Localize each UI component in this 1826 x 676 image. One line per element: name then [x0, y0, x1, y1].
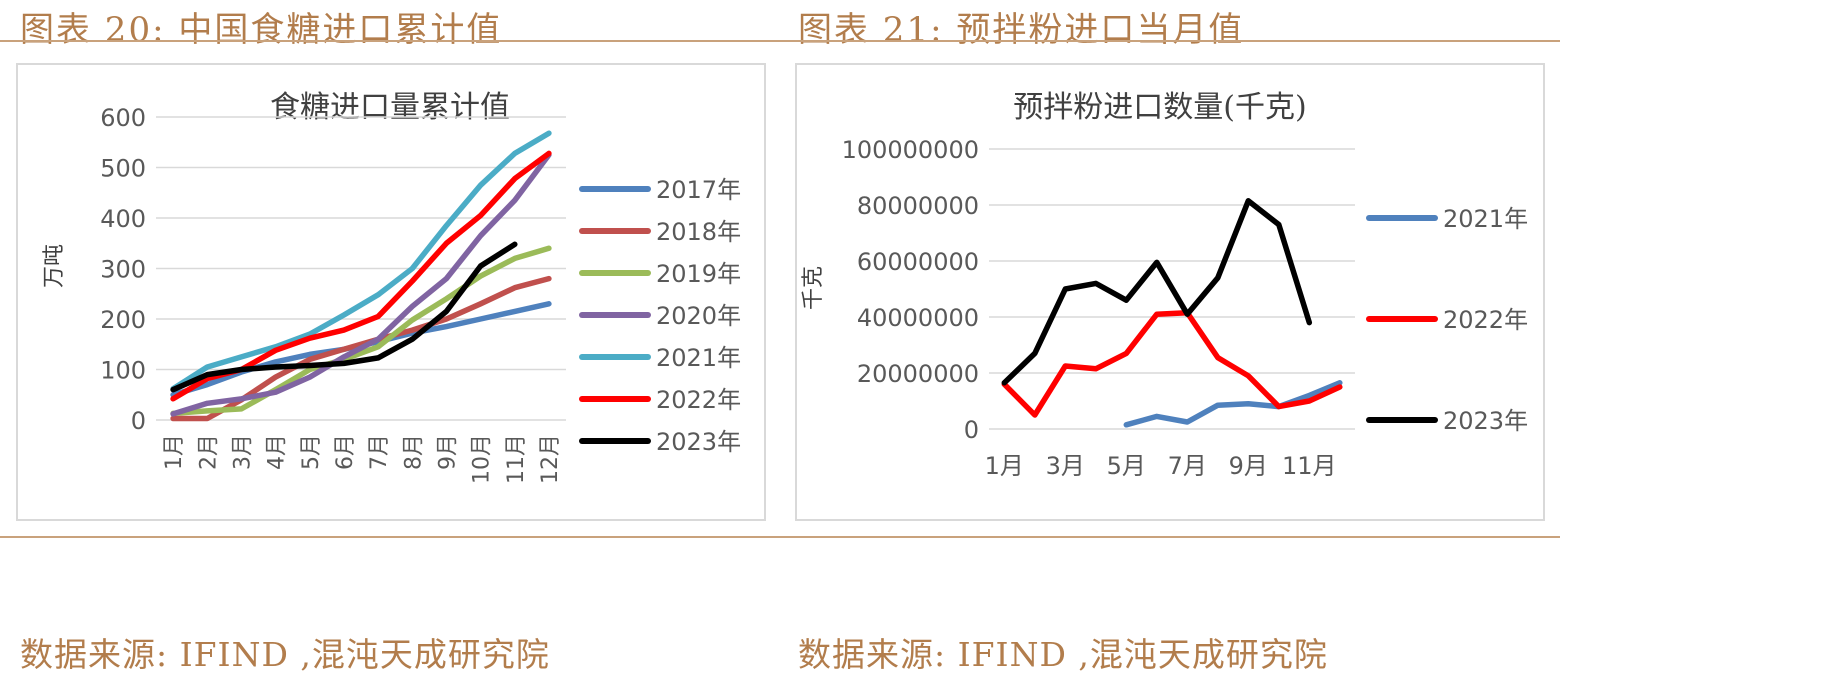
right-figure-caption: 图表 21: 预拌粉进口当月值	[798, 10, 1245, 50]
legend-label: 2023年	[656, 428, 741, 456]
legend-label: 2023年	[1443, 407, 1528, 435]
x-tick-label: 1月	[162, 434, 187, 470]
series-line-2019年	[170, 245, 552, 417]
y-tick-label: 20000000	[857, 360, 979, 388]
x-tick-label: 7月	[1168, 452, 1207, 480]
x-tick-label: 11月	[504, 434, 529, 484]
legend-label: 2021年	[656, 344, 741, 372]
x-tick-label: 4月	[265, 434, 290, 470]
x-tick-label: 10月	[470, 434, 495, 484]
series-line-2023年	[170, 241, 518, 393]
x-tick-label: 9月	[435, 434, 460, 470]
x-tick-label: 5月	[299, 434, 324, 470]
y-axis-label: 万吨	[42, 244, 67, 288]
series-line-2018年	[170, 275, 552, 422]
bottom-divider	[0, 536, 1560, 538]
x-tick-label: 1月	[985, 452, 1024, 480]
legend-label: 2022年	[656, 386, 741, 414]
y-tick-label: 300	[100, 256, 146, 284]
y-tick-label: 40000000	[857, 304, 979, 332]
y-tick-label: 0	[964, 416, 979, 444]
legend-label: 2021年	[1443, 205, 1528, 233]
legend-label: 2018年	[656, 218, 741, 246]
premix-import-chart: 预拌粉进口数量(千克) 千克 0 20000000 40000000 60000000 80…	[795, 63, 1545, 521]
y-tick-label: 500	[100, 155, 146, 183]
right-data-source: 数据来源: IFIND ,混沌天成研究院	[798, 635, 1328, 674]
x-tick-label: 12月	[538, 434, 563, 484]
series-line-2021年	[170, 130, 552, 392]
chart-frame	[795, 63, 1545, 521]
x-tick-label: 9月	[1229, 452, 1268, 480]
series-line-2022年	[1001, 310, 1343, 418]
legend-label: 2022年	[1443, 306, 1528, 334]
x-tick-label: 2月	[196, 434, 221, 470]
chart-title: 预拌粉进口数量(千克)	[1013, 90, 1306, 125]
x-tick-label: 3月	[230, 434, 255, 470]
x-tick-label: 7月	[367, 434, 392, 470]
series-line-2020年	[170, 152, 552, 417]
x-tick-label: 11月	[1282, 452, 1337, 480]
y-tick-label: 600	[100, 104, 146, 132]
x-tick-label: 5月	[1107, 452, 1146, 480]
y-tick-label: 100	[100, 357, 146, 385]
x-tick-label: 8月	[401, 434, 426, 470]
y-tick-label: 200	[100, 306, 146, 334]
legend-label: 2019年	[656, 260, 741, 288]
series-line-2021年	[1123, 380, 1343, 428]
y-tick-label: 60000000	[857, 248, 979, 276]
y-tick-label: 100000000	[842, 136, 979, 164]
x-tick-label: 3月	[1046, 452, 1085, 480]
y-tick-label: 80000000	[857, 192, 979, 220]
left-data-source: 数据来源: IFIND ,混沌天成研究院	[20, 635, 550, 674]
y-tick-label: 0	[131, 407, 146, 435]
legend-label: 2020年	[656, 302, 741, 330]
top-divider	[0, 40, 1560, 42]
legend-label: 2017年	[656, 176, 741, 204]
x-tick-label: 6月	[333, 434, 358, 470]
series-line-2023年	[1001, 198, 1313, 386]
left-figure-caption: 图表 20: 中国食糖进口累计值	[20, 10, 503, 50]
y-tick-label: 400	[100, 205, 146, 233]
chart-title: 食糖进口量累计值	[270, 90, 510, 125]
y-axis-label: 千克	[801, 266, 826, 310]
